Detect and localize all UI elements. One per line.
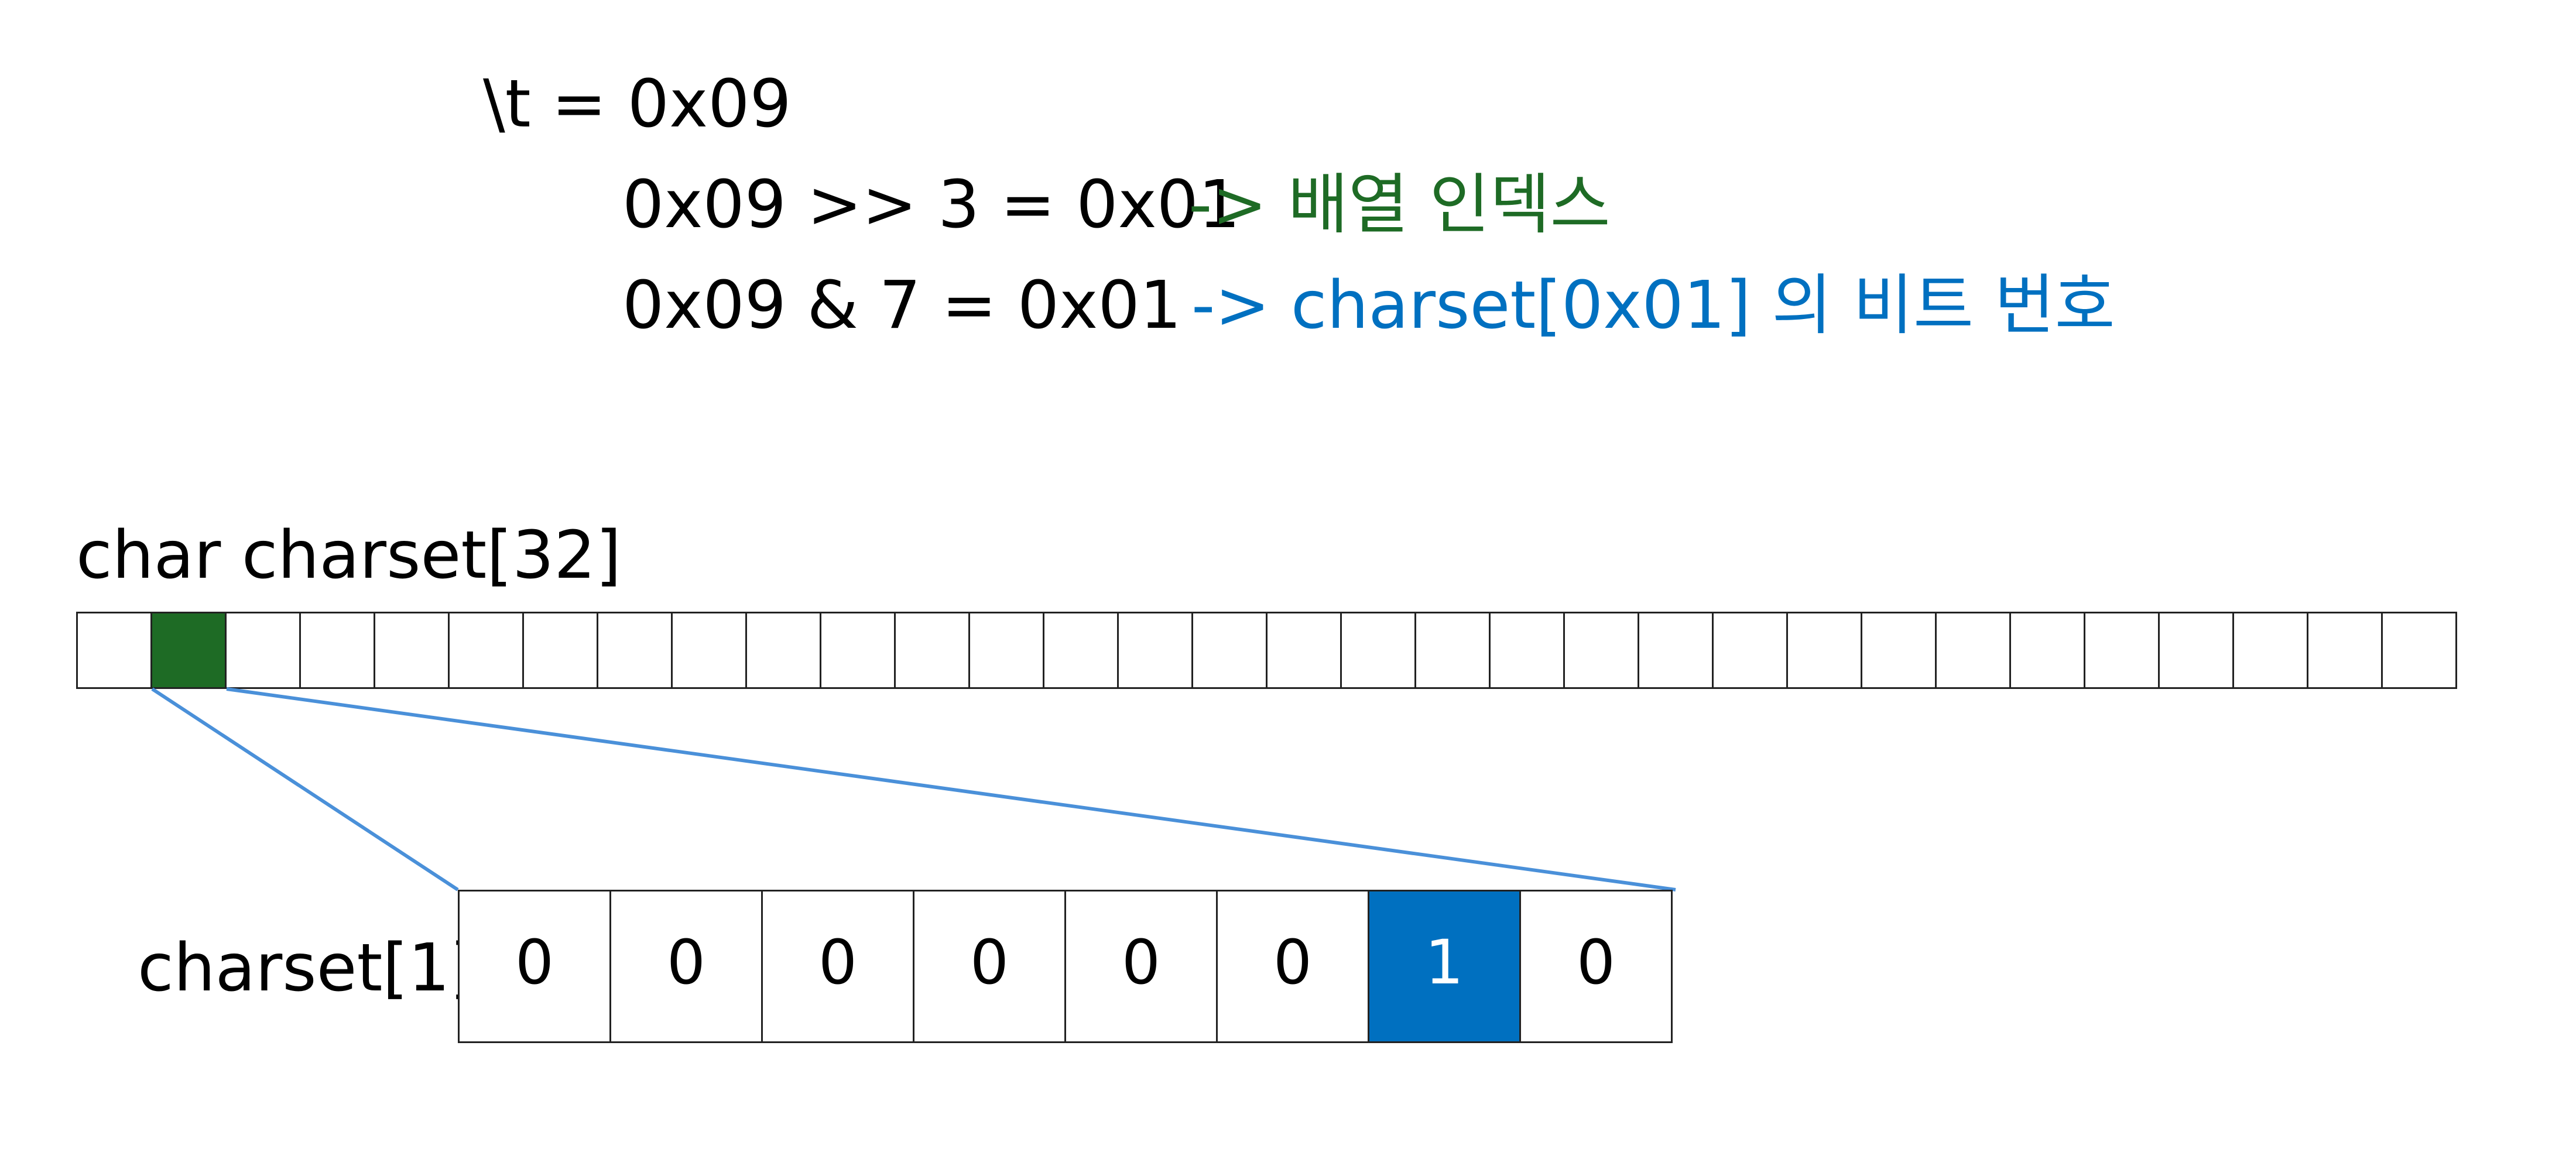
charset-cell — [1191, 612, 1268, 689]
bit-cell: 0 — [609, 890, 763, 1043]
charset-cell — [1712, 612, 1788, 689]
array-index-note: -> 배열 인덱스 — [1188, 167, 1611, 243]
charset-cell — [1861, 612, 1937, 689]
charset-cell — [225, 612, 301, 689]
charset-cell — [597, 612, 673, 689]
charset-cell — [1117, 612, 1193, 689]
bit-cell: 0 — [761, 890, 914, 1043]
bit-cell: 0 — [1519, 890, 1673, 1043]
charset-cell — [299, 612, 375, 689]
charset-cell — [2232, 612, 2308, 689]
tab-char-expression: \t = 0x09 — [483, 66, 792, 142]
charset-cell — [522, 612, 598, 689]
charset-cell — [1563, 612, 1639, 689]
charset-cell — [1266, 612, 1342, 689]
charset-cell — [2381, 612, 2457, 689]
charset-cell-highlighted — [150, 612, 227, 689]
charset-cell — [745, 612, 821, 689]
charset-cell — [374, 612, 450, 689]
charset-cell — [2009, 612, 2085, 689]
charset-element-label: charset[1] — [138, 930, 476, 1006]
charset-cell — [894, 612, 970, 689]
charset-array-label: char charset[32] — [76, 517, 622, 594]
charset-cell — [820, 612, 896, 689]
charset-cell — [968, 612, 1044, 689]
shift-expression: 0x09 >> 3 = 0x01 — [622, 167, 1241, 243]
bit-cell-set: 1 — [1368, 890, 1521, 1043]
bit-cell: 0 — [1216, 890, 1369, 1043]
bit-cell: 0 — [458, 890, 611, 1043]
charset-cell — [1489, 612, 1565, 689]
charset-cell — [76, 612, 152, 689]
and-expression: 0x09 & 7 = 0x01 — [622, 268, 1181, 344]
charset-cell — [1414, 612, 1491, 689]
charset-cell — [1786, 612, 1862, 689]
connector-left-line — [151, 687, 459, 891]
charset-cell — [1638, 612, 1714, 689]
charset-cell — [448, 612, 524, 689]
charset-cell — [671, 612, 747, 689]
charset-cell — [2307, 612, 2383, 689]
charset-cell — [2158, 612, 2234, 689]
charset-cell — [1935, 612, 2011, 689]
bit-cell: 0 — [913, 890, 1066, 1043]
charset-cell — [1043, 612, 1119, 689]
bit-number-note: -> charset[0x01] 의 비트 번호 — [1191, 268, 2115, 344]
charset-cell — [2084, 612, 2160, 689]
charset-cell — [1340, 612, 1416, 689]
bit-cell: 0 — [1064, 890, 1218, 1043]
charset-array — [76, 612, 2457, 689]
connector-right-line — [226, 687, 1676, 891]
